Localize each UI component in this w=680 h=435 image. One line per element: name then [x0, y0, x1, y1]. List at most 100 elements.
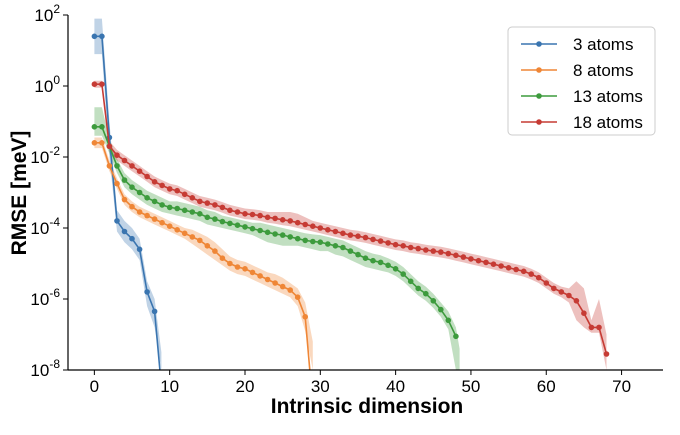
legend: 3 atoms 8 atoms 13 atoms 18 atoms [507, 26, 656, 136]
point-8-atoms [106, 163, 113, 169]
x-tick-label: 10 [160, 377, 179, 396]
point-13-atoms [99, 124, 105, 130]
point-8-atoms [264, 276, 271, 283]
legend-marker-18-atoms [536, 119, 542, 125]
point-8-atoms [204, 243, 211, 249]
axes [67, 15, 663, 371]
y-tick-label: 10-8 [30, 357, 60, 380]
point-13-atoms [219, 218, 226, 225]
point-8-atoms [272, 280, 278, 286]
point-18-atoms [166, 186, 173, 192]
series-lines [91, 33, 610, 370]
point-18-atoms [106, 143, 113, 150]
point-13-atoms [227, 220, 233, 227]
point-18-atoms [603, 351, 610, 357]
point-18-atoms [355, 233, 361, 239]
point-18-atoms [136, 168, 143, 174]
point-18-atoms [159, 182, 165, 189]
point-18-atoms [460, 254, 467, 260]
point-18-atoms [219, 204, 226, 211]
point-18-atoms [114, 152, 120, 158]
point-8-atoms [249, 269, 256, 276]
point-18-atoms [91, 81, 98, 87]
point-18-atoms [407, 244, 414, 251]
point-18-atoms [287, 218, 294, 224]
point-18-atoms [415, 245, 422, 252]
point-18-atoms [264, 214, 271, 221]
point-18-atoms [558, 289, 565, 295]
point-18-atoms [197, 198, 203, 205]
point-8-atoms [121, 196, 128, 203]
point-18-atoms [377, 238, 384, 244]
point-3-atoms [121, 228, 128, 235]
y-tick-label: 10-6 [30, 286, 60, 309]
point-18-atoms [310, 223, 316, 229]
point-18-atoms [392, 241, 399, 248]
legend-marker-8-atoms [536, 67, 542, 73]
point-18-atoms [362, 234, 369, 241]
x-tick-label: 60 [537, 377, 556, 396]
point-13-atoms [392, 266, 399, 272]
point-8-atoms [151, 216, 158, 222]
x-tick-label: 70 [612, 377, 631, 396]
point-13-atoms [242, 224, 248, 230]
point-13-atoms [257, 227, 263, 234]
point-13-atoms [310, 238, 316, 245]
x-tick-label: 50 [461, 377, 480, 396]
point-8-atoms [302, 314, 309, 320]
point-13-atoms [166, 204, 173, 211]
y-tick-label: 102 [34, 2, 60, 25]
point-18-atoms [483, 259, 489, 266]
point-13-atoms [279, 232, 286, 238]
point-13-atoms [362, 255, 369, 261]
point-3-atoms [99, 33, 105, 40]
point-13-atoms [347, 248, 354, 254]
x-tick-label: 0 [90, 377, 99, 396]
point-8-atoms [129, 203, 135, 210]
point-18-atoms [468, 256, 474, 262]
point-3-atoms [114, 218, 120, 224]
point-13-atoms [114, 163, 120, 169]
point-18-atoms [430, 248, 437, 254]
point-8-atoms [257, 273, 263, 279]
point-13-atoms [423, 290, 429, 297]
point-18-atoms [423, 247, 429, 253]
point-18-atoms [212, 202, 218, 208]
point-8-atoms [197, 237, 203, 244]
point-13-atoms [438, 306, 444, 313]
legend-label-18-atoms: 18 atoms [573, 113, 643, 132]
point-8-atoms [279, 283, 286, 290]
legend-label-3-atoms: 3 atoms [573, 35, 633, 54]
point-13-atoms [325, 241, 331, 247]
point-18-atoms [181, 191, 188, 198]
point-18-atoms [566, 292, 572, 299]
point-18-atoms [121, 157, 128, 164]
point-13-atoms [377, 259, 384, 266]
legend-label-8-atoms: 8 atoms [573, 61, 633, 80]
point-13-atoms [121, 177, 128, 183]
point-18-atoms [234, 209, 241, 215]
point-13-atoms [400, 271, 407, 277]
point-18-atoms [340, 230, 346, 237]
point-18-atoms [189, 195, 196, 201]
point-18-atoms [505, 265, 512, 271]
legend-marker-3-atoms [536, 41, 542, 47]
point-8-atoms [114, 180, 120, 187]
point-13-atoms [174, 205, 180, 212]
point-8-atoms [287, 287, 294, 293]
point-18-atoms [99, 81, 105, 87]
point-18-atoms [438, 249, 444, 255]
point-18-atoms [151, 179, 158, 185]
point-18-atoms [520, 268, 527, 275]
point-13-atoms [430, 298, 437, 304]
point-13-atoms [129, 184, 135, 190]
point-18-atoms [370, 236, 376, 243]
legend-label-13-atoms: 13 atoms [573, 87, 643, 106]
point-8-atoms [294, 294, 301, 301]
point-8-atoms [91, 140, 98, 146]
point-18-atoms [535, 274, 542, 281]
point-18-atoms [279, 217, 286, 223]
point-18-atoms [294, 219, 301, 226]
point-13-atoms [181, 207, 188, 214]
